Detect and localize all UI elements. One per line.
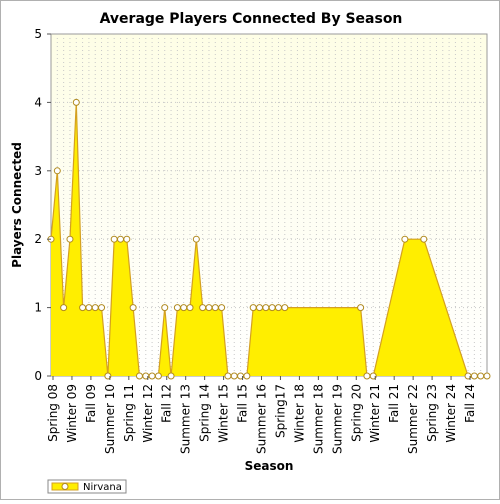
data-point: [154, 372, 162, 380]
series-marker-layer: [47, 98, 491, 380]
data-point: [249, 304, 257, 312]
data-point: [281, 304, 289, 312]
x-tick-label: Summer 13: [179, 384, 193, 454]
data-point: [262, 304, 270, 312]
data-point: [470, 372, 478, 380]
x-axis-ticks: Spring 08 Winter 09 Fall 09 Summer 10 Spring…: [46, 376, 477, 454]
data-point: [211, 304, 219, 312]
data-point: [66, 235, 74, 243]
x-tick-label: Summer 16: [255, 384, 269, 454]
x-tick-label: Winter 09: [65, 384, 79, 443]
data-point: [161, 304, 169, 312]
x-axis-label: Season: [245, 459, 294, 473]
y-tick-label: 5: [34, 27, 42, 41]
data-point: [205, 304, 213, 312]
data-point: [173, 304, 181, 312]
data-point: [53, 167, 61, 175]
data-point: [268, 304, 276, 312]
x-tick-label: Spring 08: [46, 384, 60, 442]
y-tick-label: 1: [34, 301, 42, 315]
chart-title: Average Players Connected By Season: [100, 11, 403, 27]
data-point: [401, 235, 409, 243]
x-tick-label: Summer 18: [311, 384, 325, 454]
data-point: [98, 304, 106, 312]
legend-marker: [61, 483, 69, 490]
x-tick-label: Fall 09: [84, 384, 98, 423]
data-point: [110, 235, 118, 243]
data-point: [218, 304, 226, 312]
data-point: [129, 304, 137, 312]
data-point: [91, 304, 99, 312]
data-point: [60, 304, 68, 312]
y-tick-label: 4: [34, 95, 42, 109]
y-axis-ticks: 0 1 2 3 4 5: [34, 27, 51, 383]
data-point: [274, 304, 282, 312]
data-point: [117, 235, 125, 243]
x-tick-label: Spring 20: [349, 384, 363, 442]
data-point: [199, 304, 207, 312]
data-point: [420, 235, 428, 243]
data-point: [186, 304, 194, 312]
x-tick-label: Fall 21: [387, 384, 401, 423]
x-tick-label: Winter 24: [444, 384, 458, 443]
data-point: [357, 304, 365, 312]
data-point: [192, 235, 200, 243]
data-point: [224, 372, 232, 380]
x-tick-label: Winter 21: [368, 384, 382, 443]
y-tick-label: 0: [34, 369, 42, 383]
data-point: [256, 304, 264, 312]
x-tick-label: Spring 14: [198, 384, 212, 442]
data-point: [243, 372, 251, 380]
data-point: [135, 372, 143, 380]
y-axis-label: Players Connected: [10, 142, 24, 268]
data-point: [180, 304, 188, 312]
data-point: [477, 372, 485, 380]
x-tick-label: Fall 12: [160, 384, 174, 423]
x-tick-label: Summer 22: [406, 384, 420, 454]
data-point: [85, 304, 93, 312]
x-tick-label: Summer 19: [330, 384, 344, 454]
x-tick-label: Spring 11: [122, 384, 136, 442]
data-point: [123, 235, 131, 243]
x-tick-label: Spring17: [273, 384, 287, 438]
x-tick-label: Summer 10: [103, 384, 117, 454]
data-point: [72, 98, 80, 106]
x-tick-label: Winter 15: [217, 384, 231, 443]
data-point: [79, 304, 87, 312]
x-tick-label: Winter 18: [292, 384, 306, 443]
x-tick-label: Fall 24: [463, 384, 477, 423]
data-point: [363, 372, 371, 380]
x-tick-label: Fall 15: [236, 384, 250, 423]
x-tick-label: Spring 23: [425, 384, 439, 442]
data-point: [148, 372, 156, 380]
legend: Nirvana: [47, 479, 127, 494]
data-point: [230, 372, 238, 380]
data-point: [483, 372, 491, 380]
data-point: [167, 372, 175, 380]
legend-label: Nirvana: [83, 482, 122, 493]
series-area-nirvana: [51, 102, 487, 377]
y-tick-label: 3: [34, 164, 42, 178]
y-tick-label: 2: [34, 232, 42, 246]
x-tick-label: Winter 12: [141, 384, 155, 443]
